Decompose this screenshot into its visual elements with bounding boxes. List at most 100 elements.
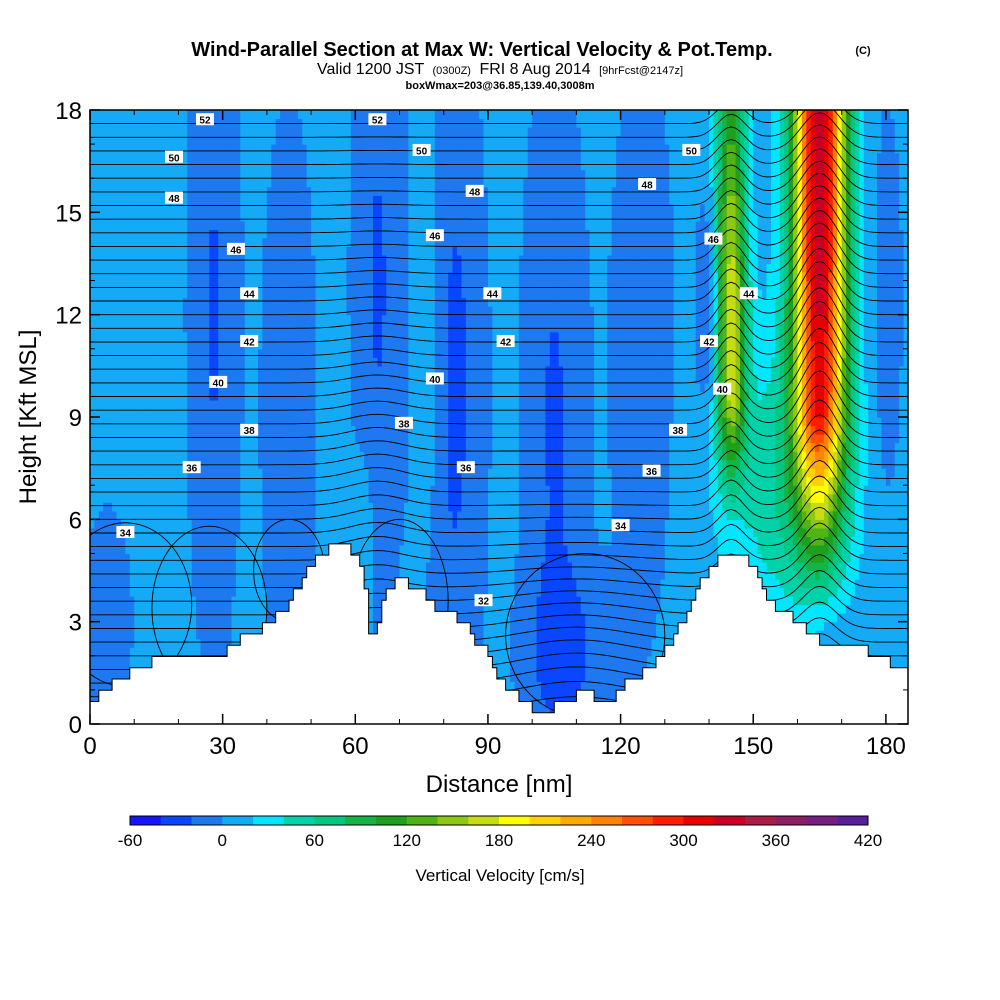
velocity-cell bbox=[275, 596, 281, 606]
velocity-cell bbox=[169, 348, 175, 358]
velocity-cell bbox=[90, 442, 96, 452]
velocity-cell bbox=[160, 272, 166, 282]
velocity-cell bbox=[196, 127, 202, 137]
velocity-cell bbox=[182, 374, 188, 384]
velocity-cell bbox=[160, 144, 166, 154]
velocity-cell bbox=[222, 186, 228, 196]
velocity-cell bbox=[350, 161, 356, 171]
velocity-cell bbox=[359, 220, 365, 230]
velocity-cell bbox=[222, 118, 228, 128]
velocity-cell bbox=[271, 161, 277, 171]
velocity-cell bbox=[178, 229, 184, 239]
velocity-cell bbox=[138, 289, 144, 299]
velocity-cell bbox=[151, 391, 157, 401]
velocity-cell bbox=[125, 220, 131, 230]
velocity-cell bbox=[147, 442, 153, 452]
velocity-cell bbox=[134, 553, 140, 563]
velocity-cell bbox=[116, 306, 122, 316]
velocity-cell bbox=[178, 604, 184, 614]
velocity-cell bbox=[120, 544, 126, 555]
velocity-cell bbox=[200, 638, 206, 648]
velocity-cell bbox=[368, 459, 374, 469]
velocity-cell bbox=[156, 280, 162, 290]
velocity-cell bbox=[235, 374, 241, 384]
velocity-cell bbox=[209, 408, 215, 418]
velocity-cell bbox=[342, 434, 348, 444]
velocity-cell bbox=[266, 596, 272, 606]
velocity-cell bbox=[337, 178, 343, 188]
velocity-cell bbox=[258, 579, 264, 589]
velocity-cell bbox=[280, 374, 286, 384]
velocity-cell bbox=[200, 280, 206, 290]
velocity-cell bbox=[151, 127, 157, 137]
velocity-cell bbox=[359, 110, 365, 120]
velocity-cell bbox=[390, 246, 396, 256]
velocity-cell bbox=[94, 689, 100, 700]
velocity-cell bbox=[204, 152, 210, 162]
velocity-cell bbox=[147, 152, 153, 162]
velocity-cell bbox=[235, 399, 241, 410]
velocity-cell bbox=[280, 289, 286, 299]
velocity-cell bbox=[90, 374, 96, 384]
velocity-cell bbox=[262, 323, 268, 333]
velocity-cell bbox=[249, 237, 255, 248]
velocity-cell bbox=[368, 152, 374, 162]
velocity-cell bbox=[235, 348, 241, 358]
velocity-cell bbox=[266, 561, 272, 572]
velocity-cell bbox=[372, 135, 378, 145]
velocity-cell bbox=[98, 391, 104, 401]
velocity-cell bbox=[355, 263, 361, 273]
velocity-cell bbox=[288, 323, 294, 333]
velocity-cell bbox=[182, 323, 188, 333]
velocity-cell bbox=[191, 502, 197, 512]
velocity-cell bbox=[103, 186, 109, 196]
velocity-cell bbox=[147, 323, 153, 333]
velocity-cell bbox=[107, 254, 113, 265]
velocity-cell bbox=[231, 468, 237, 478]
velocity-cell bbox=[227, 621, 233, 631]
velocity-cell bbox=[112, 289, 118, 299]
velocity-cell bbox=[143, 570, 149, 580]
velocity-cell bbox=[165, 468, 171, 478]
velocity-cell bbox=[227, 510, 233, 520]
velocity-cell bbox=[147, 451, 153, 461]
velocity-cell bbox=[178, 289, 184, 299]
velocity-cell bbox=[151, 468, 157, 478]
velocity-cell bbox=[377, 280, 383, 290]
velocity-cell bbox=[381, 203, 387, 213]
velocity-cell bbox=[235, 306, 241, 316]
velocity-cell bbox=[191, 246, 197, 256]
velocity-cell bbox=[147, 587, 153, 597]
velocity-cell bbox=[284, 519, 290, 529]
velocity-cell bbox=[200, 502, 206, 512]
velocity-cell bbox=[333, 297, 339, 307]
velocity-cell bbox=[377, 144, 383, 154]
velocity-cell bbox=[315, 493, 321, 503]
velocity-cell bbox=[98, 502, 104, 512]
velocity-cell bbox=[262, 246, 268, 256]
velocity-cell bbox=[249, 127, 255, 137]
velocity-cell bbox=[213, 553, 219, 563]
velocity-cell bbox=[266, 613, 272, 623]
velocity-cell bbox=[319, 246, 325, 256]
velocity-cell bbox=[231, 374, 237, 384]
velocity-cell bbox=[187, 493, 193, 503]
velocity-cell bbox=[218, 621, 224, 631]
velocity-cell bbox=[213, 323, 219, 333]
velocity-cell bbox=[231, 527, 237, 537]
velocity-cell bbox=[315, 246, 321, 256]
velocity-cell bbox=[112, 570, 118, 580]
velocity-cell bbox=[262, 161, 268, 171]
velocity-cell bbox=[129, 519, 135, 529]
velocity-cell bbox=[209, 621, 215, 631]
velocity-cell bbox=[333, 314, 339, 324]
velocity-cell bbox=[337, 323, 343, 333]
velocity-cell bbox=[182, 544, 188, 555]
velocity-cell bbox=[187, 647, 193, 657]
velocity-cell bbox=[112, 459, 118, 469]
velocity-cell bbox=[165, 237, 171, 248]
velocity-cell bbox=[178, 135, 184, 145]
velocity-cell bbox=[288, 144, 294, 154]
velocity-cell bbox=[235, 408, 241, 418]
velocity-cell bbox=[328, 519, 334, 529]
